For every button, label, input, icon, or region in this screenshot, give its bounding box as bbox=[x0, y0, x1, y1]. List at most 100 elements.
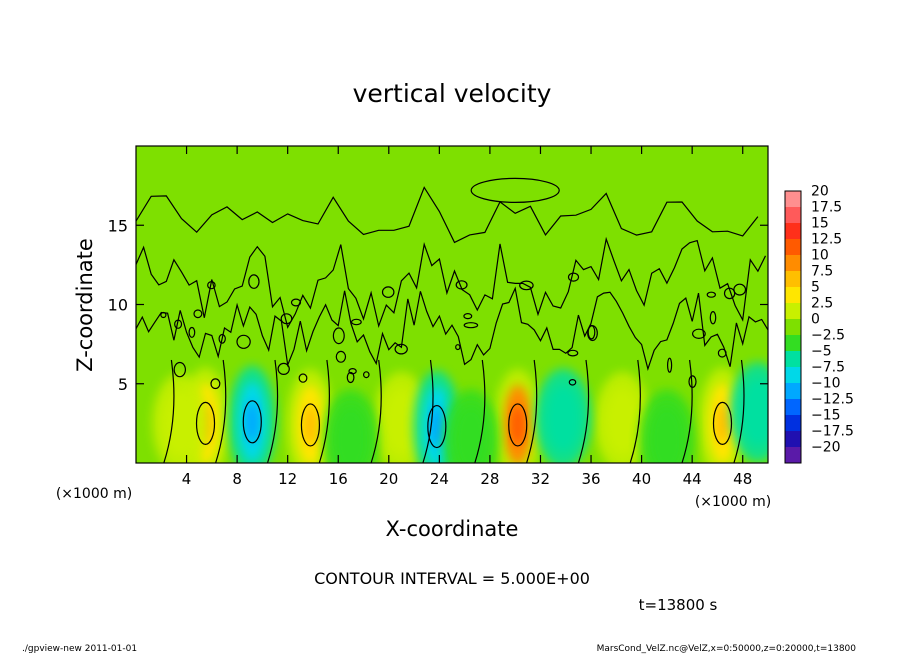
contour-eddy bbox=[463, 322, 479, 329]
contour-eddy bbox=[346, 371, 355, 384]
colorbar-swatch bbox=[785, 415, 801, 432]
y-axis-ticks: 5 10 15 bbox=[108, 216, 768, 394]
contour-eddy bbox=[723, 287, 736, 300]
field-blob bbox=[545, 384, 582, 453]
field-blob-core bbox=[715, 403, 730, 444]
contour-eddy bbox=[160, 311, 167, 319]
contour-column bbox=[422, 359, 434, 463]
contour-eddy bbox=[298, 373, 308, 383]
contour-eddy bbox=[567, 272, 580, 282]
contour-eddy bbox=[218, 333, 226, 344]
contour-eddy bbox=[717, 348, 727, 358]
colorbar-swatch bbox=[785, 431, 801, 448]
x-unit-label-right: (×1000 m) bbox=[695, 494, 771, 510]
contour-eddy bbox=[173, 361, 186, 378]
contour-eddy bbox=[348, 368, 357, 375]
field-blob bbox=[604, 387, 641, 456]
colorbar-swatch bbox=[785, 319, 801, 336]
colorbar-label: 12.5 bbox=[811, 232, 842, 248]
chart-title: vertical velocity bbox=[353, 79, 552, 108]
field-blob bbox=[648, 405, 685, 463]
field-blob-core bbox=[510, 404, 525, 445]
contour-column bbox=[577, 359, 590, 463]
x-tick-label: 28 bbox=[480, 470, 499, 488]
colorbar-swatch bbox=[785, 271, 801, 288]
x-axis-label: X-coordinate bbox=[386, 517, 519, 541]
contour-column bbox=[318, 359, 330, 463]
contour-column bbox=[215, 359, 227, 463]
contour-eddy bbox=[394, 343, 408, 355]
colorbar-swatch bbox=[785, 367, 801, 384]
contour-column bbox=[733, 359, 745, 463]
contour-column bbox=[629, 359, 641, 463]
contour-eddy bbox=[335, 350, 347, 363]
colorbar-swatch bbox=[785, 399, 801, 416]
x-tick-label: 12 bbox=[278, 470, 297, 488]
contour-eddy bbox=[236, 334, 251, 349]
x-tick-label: 44 bbox=[683, 470, 702, 488]
colorbar-label: −17.5 bbox=[811, 424, 854, 440]
colorbar-swatch bbox=[785, 239, 801, 256]
contour-line-middle bbox=[136, 236, 767, 329]
colorbar-label: −5 bbox=[811, 344, 832, 360]
contour-column bbox=[474, 359, 486, 463]
contour-eddy bbox=[709, 311, 717, 325]
contour-ring bbox=[508, 403, 528, 447]
contour-ring-upper bbox=[470, 177, 560, 203]
x-tick-label: 4 bbox=[182, 470, 192, 488]
field-blob bbox=[332, 405, 369, 463]
colorbar-label: −7.5 bbox=[811, 360, 845, 376]
contour-eddy bbox=[207, 281, 216, 290]
x-tick-label: 48 bbox=[733, 470, 752, 488]
colorbar-swatch bbox=[785, 335, 801, 352]
contour-eddy bbox=[351, 318, 362, 326]
colorbar-label: 20 bbox=[811, 184, 829, 200]
x-tick-label: 16 bbox=[329, 470, 348, 488]
contour-eddy bbox=[248, 274, 260, 289]
colorbar-label: 0 bbox=[811, 312, 820, 328]
field-blob-core bbox=[429, 406, 444, 447]
contour-column bbox=[266, 359, 279, 463]
contour-eddy bbox=[455, 280, 468, 290]
colorbar-swatch bbox=[785, 207, 801, 224]
colorbar-label: 10 bbox=[811, 248, 829, 264]
y-axis-label: Z-coordinate bbox=[73, 238, 97, 372]
field-blob-core bbox=[303, 404, 318, 445]
x-tick-label: 8 bbox=[232, 470, 242, 488]
colorbar-label: −20 bbox=[811, 440, 841, 456]
footer-left: ./gpview-new 2011-01-01 bbox=[22, 644, 137, 654]
x-axis-ticks: 4 8 12 16 20 24 28 32 36 40 44 48 bbox=[182, 146, 752, 488]
contour-eddy bbox=[519, 280, 534, 291]
colorbar-swatch bbox=[785, 287, 801, 304]
colorbar-label: 2.5 bbox=[811, 296, 833, 312]
colorbar-swatch bbox=[785, 191, 801, 208]
contour-eddy bbox=[706, 291, 717, 298]
contour-eddy bbox=[587, 324, 596, 340]
colorbar-label: −2.5 bbox=[811, 328, 845, 344]
contour-line-upper bbox=[136, 186, 759, 244]
field-blob bbox=[739, 378, 768, 447]
contour-eddy bbox=[362, 371, 370, 379]
contour-column bbox=[163, 359, 175, 463]
contour-ring bbox=[712, 401, 733, 445]
contour-eddy bbox=[174, 319, 183, 329]
contour-eddy bbox=[277, 362, 290, 375]
colorbar-swatch bbox=[785, 383, 801, 400]
contour-ring bbox=[242, 400, 262, 444]
contour-lines bbox=[136, 177, 768, 463]
contour-ring bbox=[300, 403, 321, 447]
field-blob bbox=[452, 405, 489, 463]
y-tick-label: 5 bbox=[118, 375, 128, 394]
footer-right: MarsCond_VelZ.nc@VelZ,x=0:50000,z=0:2000… bbox=[597, 644, 857, 654]
contour-ring bbox=[195, 401, 216, 445]
contour-column bbox=[681, 359, 693, 463]
colorbar-label: 7.5 bbox=[811, 264, 833, 280]
contour-eddy bbox=[332, 327, 345, 345]
colorbar: 2017.51512.5107.552.50−2.5−5−7.5−10−12.5… bbox=[784, 184, 854, 464]
contour-eddy bbox=[567, 349, 579, 357]
colorbar-swatch bbox=[785, 447, 801, 464]
x-tick-label: 24 bbox=[430, 470, 449, 488]
contour-line-lower bbox=[136, 286, 768, 371]
x-tick-label: 40 bbox=[632, 470, 651, 488]
